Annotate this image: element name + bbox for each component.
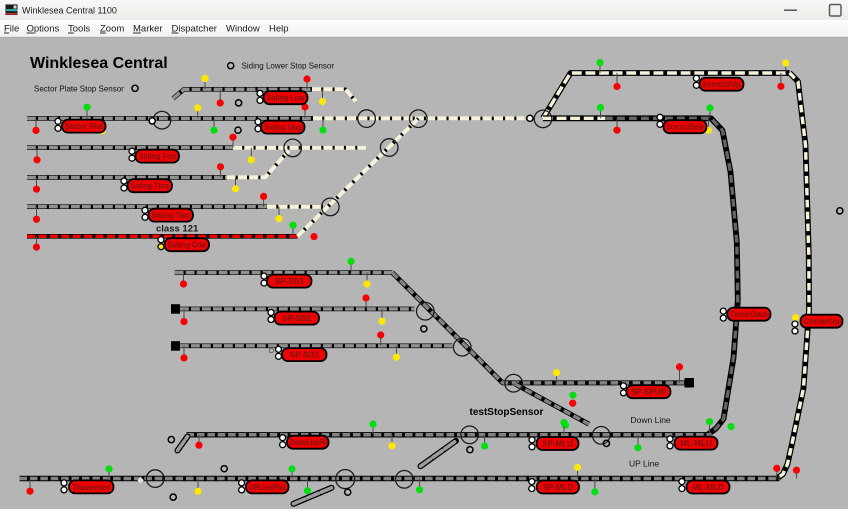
svg-text:UP Line: UP Line bbox=[629, 459, 659, 469]
svg-text:Sector Plate Stop Sensor: Sector Plate Stop Sensor bbox=[34, 85, 124, 94]
svg-text:Siding Low: Siding Low bbox=[267, 94, 306, 103]
svg-text:ML-MLD: ML-MLD bbox=[692, 483, 724, 492]
svg-text:Siding Fou: Siding Fou bbox=[139, 152, 177, 161]
svg-text:CornerDown: CornerDown bbox=[730, 310, 767, 319]
svg-text:Siding Two: Siding Two bbox=[152, 211, 191, 220]
svg-text:Scenic2Up: Scenic2Up bbox=[703, 80, 741, 89]
svg-text:Dispatcher: Dispatcher bbox=[172, 23, 217, 34]
svg-text:Siding Thre: Siding Thre bbox=[131, 182, 170, 191]
svg-text:SP-SD3: SP-SD3 bbox=[290, 351, 319, 360]
svg-text:Sector Plat: Sector Plat bbox=[65, 122, 103, 131]
svg-text:SP-SD1: SP-SD1 bbox=[275, 277, 304, 286]
svg-text:SP-MLD: SP-MLD bbox=[543, 483, 574, 492]
svg-text:Winklesea Central: Winklesea Central bbox=[30, 55, 168, 72]
svg-text:Options: Options bbox=[27, 23, 60, 34]
svg-text:Siding Upp: Siding Upp bbox=[264, 123, 302, 132]
svg-text:Traverser: Traverser bbox=[72, 483, 111, 492]
svg-text:CornerUp: CornerUp bbox=[804, 317, 840, 326]
svg-text:SP-SD2: SP-SD2 bbox=[282, 314, 311, 323]
svg-text:Help: Help bbox=[269, 23, 289, 34]
svg-text:Down Line: Down Line bbox=[631, 415, 671, 425]
svg-text:class 121: class 121 bbox=[156, 224, 199, 235]
svg-text:Siding Lower Stop Sensor: Siding Lower Stop Sensor bbox=[242, 61, 335, 70]
svg-text:testStopSensor: testStopSensor bbox=[470, 407, 544, 418]
svg-text:Siding One: Siding One bbox=[168, 241, 207, 250]
svg-text:Marker: Marker bbox=[133, 23, 163, 34]
svg-text:File: File bbox=[4, 23, 19, 34]
svg-text:Tools: Tools bbox=[68, 23, 90, 34]
svg-text:Scenic2Dow: Scenic2Dow bbox=[667, 123, 705, 132]
svg-text:DownLinePl: DownLinePl bbox=[290, 438, 326, 447]
svg-text:Winklesea Central 1100: Winklesea Central 1100 bbox=[22, 6, 117, 16]
svg-text:SP-SPUR: SP-SPUR bbox=[631, 388, 667, 397]
svg-text:ML-MLU: ML-MLU bbox=[680, 439, 712, 448]
svg-text:D: D bbox=[269, 346, 275, 355]
svg-text:UPLinePlat: UPLinePlat bbox=[249, 483, 286, 492]
svg-text:Zoom: Zoom bbox=[100, 23, 124, 34]
svg-text:Window: Window bbox=[226, 23, 260, 34]
svg-text:SP-MLU: SP-MLU bbox=[542, 439, 573, 448]
